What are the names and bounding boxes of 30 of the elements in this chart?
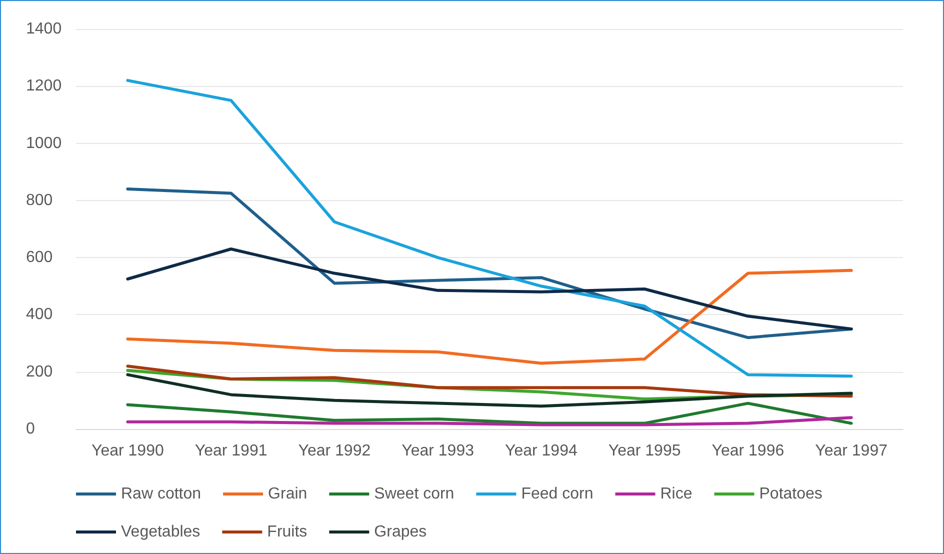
x-tick-label: Year 1992 bbox=[298, 442, 371, 460]
line-series bbox=[126, 416, 853, 426]
line-series bbox=[126, 268, 853, 365]
x-tick-label: Year 1993 bbox=[402, 442, 474, 460]
y-tick-label: 1200 bbox=[26, 78, 62, 95]
line-series bbox=[126, 248, 853, 330]
y-tick-label: 400 bbox=[26, 306, 53, 324]
legend-label: Feed corn bbox=[521, 486, 594, 502]
legend-label: Grain bbox=[268, 486, 308, 502]
legend-label: Sweet corn bbox=[374, 486, 454, 502]
line-series bbox=[126, 373, 853, 408]
y-tick-label: 800 bbox=[26, 192, 53, 209]
y-tick-label: 1400 bbox=[26, 20, 62, 38]
x-tick-label: Year 1996 bbox=[712, 442, 784, 460]
x-tick-label: Year 1997 bbox=[815, 442, 888, 460]
y-tick-label: 0 bbox=[26, 420, 35, 438]
x-tick-label: Year 1990 bbox=[92, 442, 164, 460]
legend-label: Potatoes bbox=[759, 486, 822, 502]
y-tick-label: 600 bbox=[26, 249, 53, 266]
legend-label: Raw cotton bbox=[121, 486, 202, 502]
line-series bbox=[126, 78, 853, 378]
y-tick-label: 200 bbox=[26, 363, 53, 380]
y-tick-label: 1000 bbox=[26, 134, 62, 152]
x-tick-label: Year 1995 bbox=[608, 442, 681, 460]
legend-label: Grapes bbox=[374, 524, 427, 540]
legend-label: Fruits bbox=[267, 524, 308, 540]
legend-label: Rice bbox=[660, 486, 692, 502]
legend-label: Vegetables bbox=[121, 524, 200, 540]
x-tick-label: Year 1994 bbox=[505, 442, 578, 460]
x-tick-label: Year 1991 bbox=[194, 442, 268, 460]
